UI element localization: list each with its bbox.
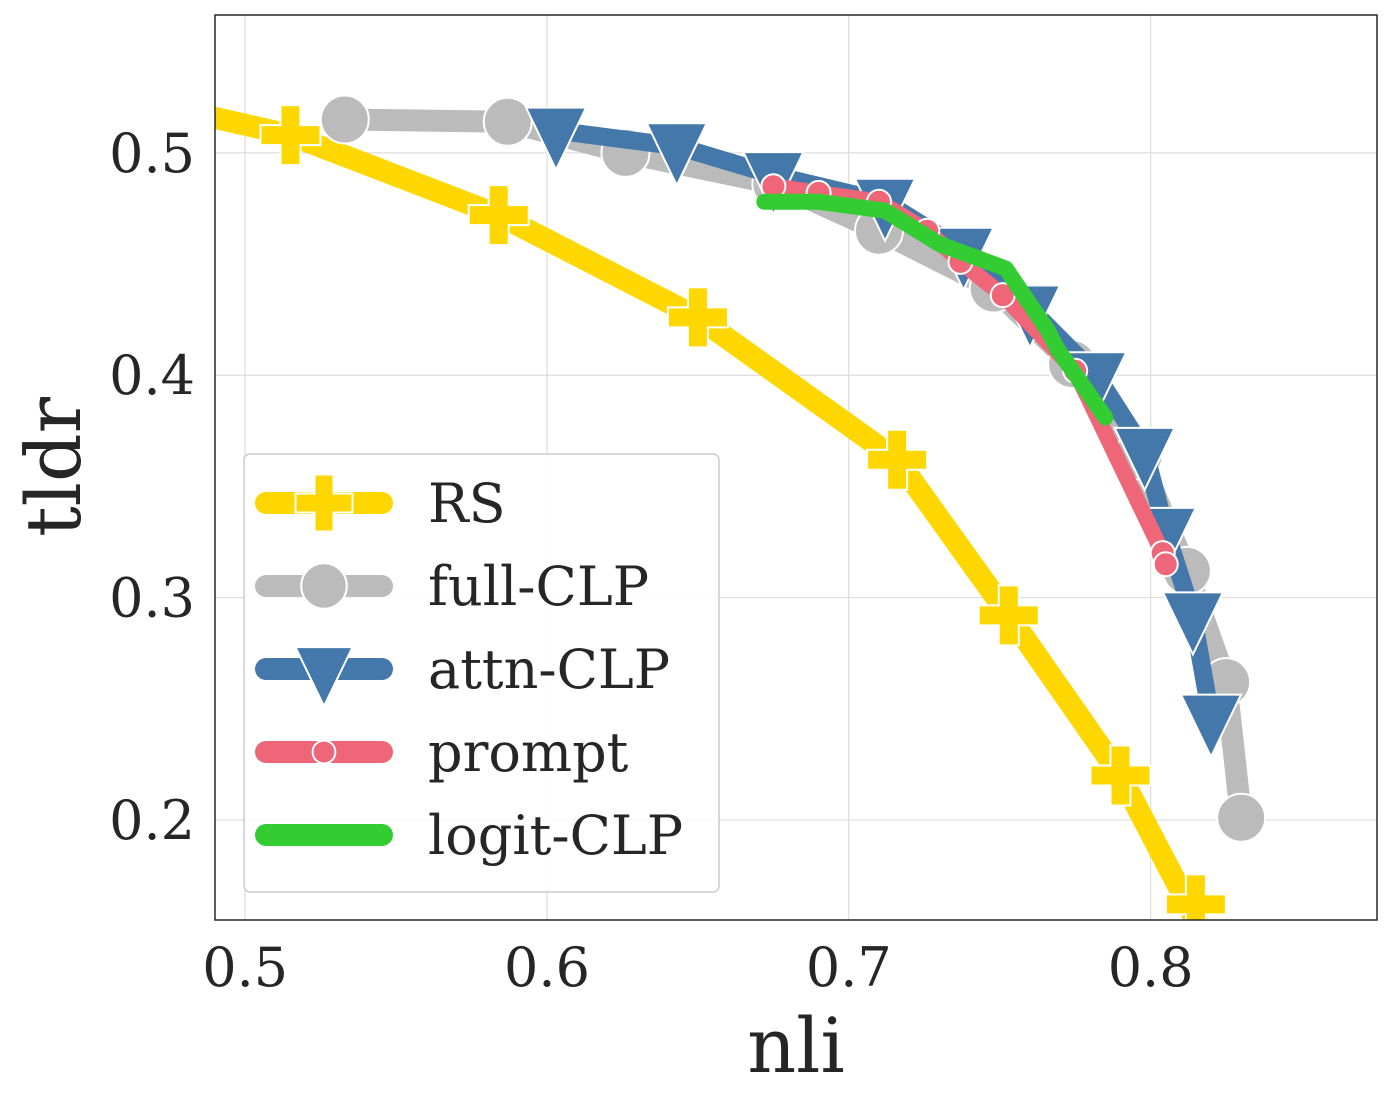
data-point-attn-CLP bbox=[524, 106, 588, 173]
data-point-attn-CLP bbox=[1113, 426, 1177, 493]
legend-label: attn-CLP bbox=[428, 638, 670, 701]
data-point-attn-CLP bbox=[1161, 591, 1225, 657]
data-point-attn-CLP bbox=[645, 122, 709, 188]
x-axis-label: nli bbox=[747, 1001, 845, 1090]
legend-swatch-marker bbox=[300, 562, 348, 610]
y-tick-label: 0.4 bbox=[109, 344, 195, 407]
data-point-RS bbox=[467, 184, 530, 247]
x-tick-label: 0.5 bbox=[202, 936, 288, 999]
data-point-RS bbox=[259, 104, 322, 167]
y-tick-label: 0.3 bbox=[109, 567, 195, 630]
series-layer bbox=[215, 94, 1267, 920]
legend: RS full-CLP attn-CLP prompt logit-CLP bbox=[243, 453, 720, 893]
data-point-attn-CLP bbox=[1179, 693, 1243, 760]
x-tick-label: 0.6 bbox=[504, 936, 590, 999]
data-point-RS bbox=[1164, 873, 1227, 920]
legend-swatch-marker bbox=[311, 739, 337, 765]
legend-swatch-marker bbox=[293, 646, 355, 709]
y-tick-labels: 0.2 0.3 0.4 0.5 bbox=[109, 122, 195, 852]
data-point-RS bbox=[866, 428, 929, 491]
legend-label: prompt bbox=[428, 721, 629, 784]
legend-item-logit-CLP: logit-CLP bbox=[255, 804, 683, 867]
legend-frame bbox=[243, 453, 720, 893]
y-axis-label: tldr bbox=[9, 396, 98, 536]
y-tick-label: 0.2 bbox=[109, 789, 195, 852]
legend-item-attn-CLP: attn-CLP bbox=[255, 638, 670, 709]
series-RS bbox=[215, 104, 1227, 920]
series-line-logit-CLP bbox=[756, 193, 1114, 426]
legend-item-RS: RS bbox=[255, 472, 506, 535]
legend-item-full-CLP: full-CLP bbox=[255, 555, 649, 618]
x-tick-label: 0.8 bbox=[1108, 936, 1194, 999]
data-point-RS bbox=[1089, 744, 1152, 807]
legend-label: RS bbox=[428, 472, 506, 535]
legend-label: logit-CLP bbox=[428, 804, 683, 867]
y-tick-label: 0.5 bbox=[109, 122, 195, 185]
data-point-RS bbox=[666, 286, 729, 349]
plot-frame bbox=[214, 14, 1378, 921]
series-logit-CLP bbox=[756, 193, 1114, 426]
legend-label: full-CLP bbox=[428, 555, 649, 618]
data-point-full-CLP bbox=[482, 96, 533, 147]
legend-item-prompt: prompt bbox=[255, 721, 629, 784]
data-point-full-CLP bbox=[319, 94, 370, 145]
legend-swatch-marker bbox=[294, 473, 354, 533]
x-tick-label: 0.7 bbox=[806, 936, 892, 999]
data-point-prompt bbox=[1152, 551, 1179, 578]
x-tick-labels: 0.5 0.6 0.7 0.8 bbox=[202, 936, 1193, 999]
data-point-RS bbox=[977, 584, 1040, 647]
data-point-full-CLP bbox=[1216, 792, 1267, 843]
